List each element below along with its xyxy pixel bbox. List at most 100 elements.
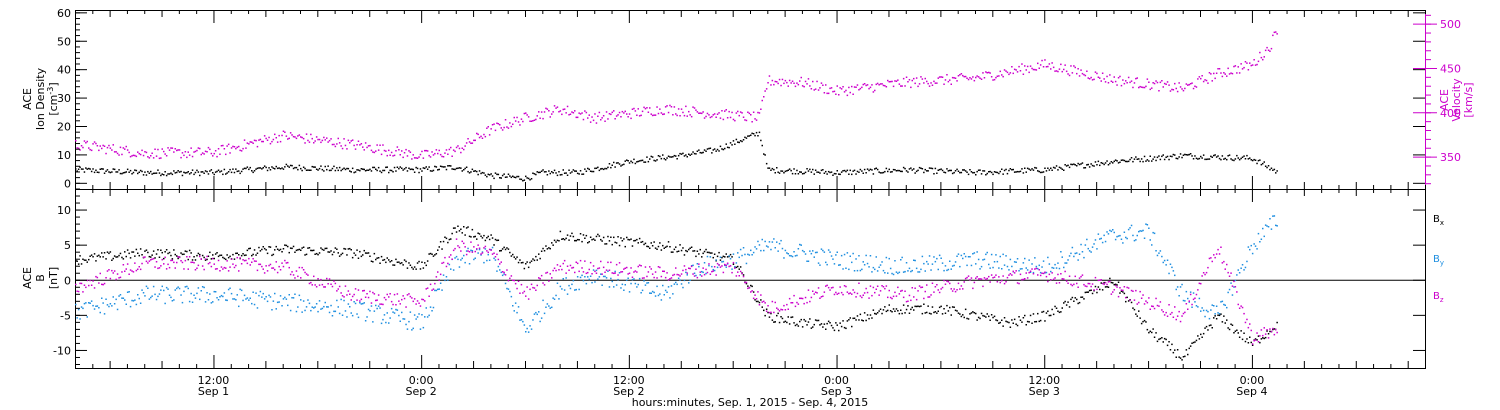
data-point — [816, 171, 818, 173]
data-point — [102, 168, 104, 170]
data-point — [213, 173, 215, 176]
data-point — [1129, 299, 1131, 301]
data-point — [872, 173, 875, 175]
data-point — [676, 283, 678, 286]
data-point — [675, 267, 677, 269]
data-point — [155, 172, 158, 174]
data-point — [468, 141, 471, 143]
data-point — [526, 286, 528, 288]
data-point — [634, 162, 637, 165]
data-point — [326, 247, 328, 250]
data-point — [840, 291, 843, 294]
data-point — [135, 269, 138, 272]
data-point — [778, 321, 781, 324]
data-point — [113, 168, 116, 171]
data-point — [1207, 310, 1209, 313]
data-point — [343, 296, 345, 298]
data-point — [793, 294, 795, 297]
data-point — [89, 302, 91, 304]
data-point — [895, 271, 898, 273]
data-point — [1107, 281, 1110, 283]
data-point — [600, 168, 602, 170]
data-point — [613, 236, 615, 239]
data-point — [298, 164, 301, 167]
data-point — [889, 267, 892, 270]
data-point — [875, 83, 877, 86]
data-point — [190, 252, 192, 254]
data-point — [597, 267, 599, 270]
density-unit-exponent: -3 — [46, 87, 55, 95]
data-point — [470, 236, 472, 238]
data-point — [307, 247, 309, 249]
data-point — [337, 306, 339, 308]
data-point — [1175, 157, 1177, 160]
data-point — [663, 294, 665, 296]
data-point — [532, 319, 534, 321]
data-point — [761, 144, 763, 147]
data-point — [408, 167, 410, 169]
data-point — [1192, 158, 1195, 160]
data-point — [245, 259, 247, 262]
data-point — [865, 319, 867, 322]
data-point — [347, 303, 350, 305]
data-point — [448, 238, 451, 241]
data-point — [927, 296, 929, 298]
data-point — [177, 256, 179, 258]
data-point — [199, 253, 201, 256]
data-point — [1063, 266, 1065, 269]
data-point — [794, 255, 797, 257]
data-point — [310, 309, 312, 312]
data-point — [1169, 263, 1172, 265]
data-point — [826, 263, 828, 266]
data-point — [1063, 169, 1065, 171]
data-point — [827, 92, 830, 95]
data-point — [214, 253, 217, 255]
data-point — [1267, 226, 1270, 228]
b-field-tick-label: 10 — [57, 204, 71, 217]
data-point — [263, 298, 266, 300]
data-point — [1185, 349, 1188, 351]
data-point — [229, 255, 231, 258]
data-point — [760, 139, 762, 142]
data-point — [1181, 315, 1183, 317]
data-point — [644, 266, 647, 268]
data-point — [937, 289, 939, 291]
data-point — [297, 135, 299, 137]
data-point — [638, 160, 641, 162]
data-point — [934, 286, 937, 288]
data-point — [545, 272, 547, 274]
data-point — [477, 232, 479, 234]
data-point — [1074, 252, 1076, 255]
data-point — [957, 282, 960, 285]
data-point — [943, 269, 945, 272]
data-point — [561, 268, 563, 271]
data-point — [512, 305, 514, 307]
data-point — [972, 311, 974, 313]
data-point — [232, 253, 234, 256]
data-point — [556, 239, 559, 242]
data-point — [170, 147, 172, 149]
data-point — [1182, 312, 1185, 315]
data-point — [953, 77, 955, 79]
data-point — [781, 317, 784, 320]
data-point — [504, 248, 507, 251]
data-point — [1191, 82, 1193, 84]
data-point — [738, 275, 740, 277]
data-point — [409, 311, 412, 313]
data-point — [96, 305, 99, 307]
data-point — [441, 262, 443, 264]
data-point — [476, 248, 478, 250]
density-tick-label: 20 — [57, 120, 71, 133]
data-point — [129, 269, 132, 271]
data-point — [1112, 162, 1114, 164]
data-point — [930, 294, 932, 296]
data-point — [494, 259, 497, 261]
data-point — [216, 297, 218, 299]
data-point — [800, 297, 802, 300]
data-point — [667, 155, 670, 157]
data-point — [791, 80, 794, 82]
data-point — [1001, 319, 1003, 321]
data-point — [480, 235, 482, 237]
data-point — [1125, 80, 1127, 82]
data-point — [354, 148, 357, 150]
